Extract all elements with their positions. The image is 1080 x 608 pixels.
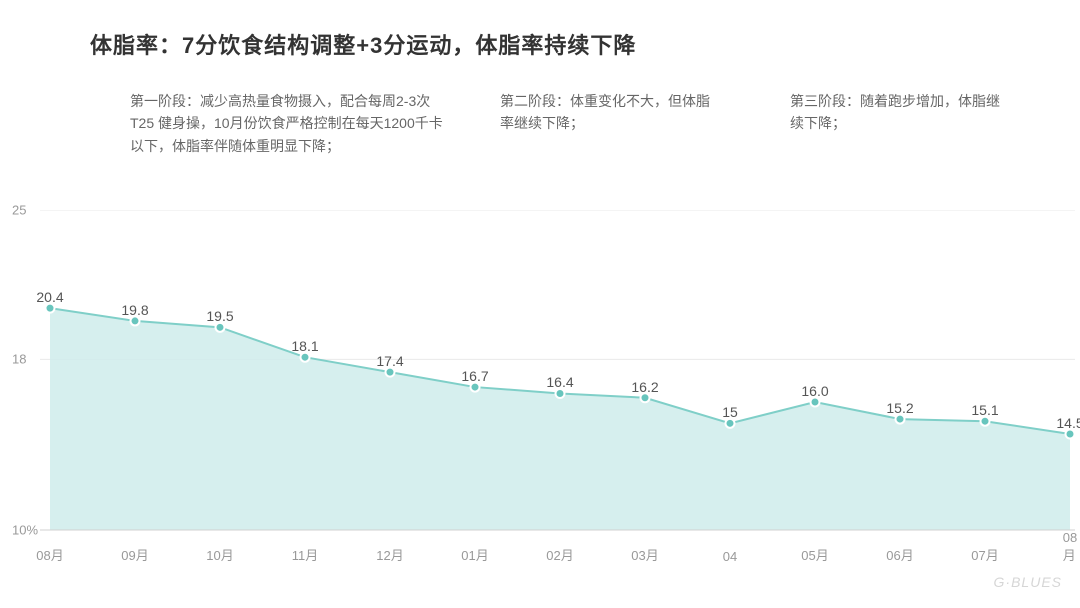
data-point-label: 16.0 — [801, 383, 828, 399]
y-axis-tick: 10% — [12, 523, 38, 538]
data-point-label: 18.1 — [291, 338, 318, 354]
x-axis-tick: 10月 — [206, 545, 233, 564]
x-axis-tick: 04 — [723, 549, 737, 564]
x-axis-tick: 09月 — [121, 545, 148, 564]
watermark-text: G·BLUES — [994, 574, 1062, 590]
bodyfat-chart: 251810%08月09月10月11月12月01月02月03月0405月06月0… — [0, 210, 1080, 570]
x-axis-tick: 06月 — [886, 545, 913, 564]
y-axis-tick: 25 — [12, 203, 26, 218]
annotation-stage-2: 第二阶段：体重变化不大，但体脂率继续下降； — [500, 90, 720, 135]
x-axis-tick: 12月 — [376, 545, 403, 564]
x-axis-tick: 07月 — [971, 545, 998, 564]
x-axis-tick: 02月 — [546, 545, 573, 564]
x-axis-tick: 08月 — [36, 545, 63, 564]
data-point-label: 15.2 — [886, 400, 913, 416]
data-point-label: 14.5 — [1056, 415, 1080, 431]
x-axis-tick: 05月 — [801, 545, 828, 564]
x-axis-tick: 11月 — [292, 545, 319, 564]
data-point-label: 15.1 — [971, 402, 998, 418]
annotation-stage-1: 第一阶段：减少高热量食物摄入，配合每周2-3次 T25 健身操，10月份饮食严格… — [130, 90, 450, 157]
data-point-label: 16.7 — [461, 368, 488, 384]
x-axis-tick: 03月 — [631, 545, 658, 564]
data-point-label: 17.4 — [376, 353, 403, 369]
data-point-label: 20.4 — [36, 289, 63, 305]
page-title: 体脂率：7分饮食结构调整+3分运动，体脂率持续下降 — [90, 28, 636, 60]
data-point-label: 15 — [722, 404, 738, 420]
x-axis-tick: 08月 — [1063, 530, 1077, 564]
data-point-label: 19.8 — [121, 302, 148, 318]
data-point-label: 16.2 — [631, 379, 658, 395]
data-point-label: 16.4 — [546, 374, 573, 390]
x-axis-tick: 01月 — [461, 545, 488, 564]
y-axis-tick: 18 — [12, 352, 26, 367]
annotation-stage-3: 第三阶段：随着跑步增加，体脂继续下降； — [790, 90, 1010, 135]
data-point-label: 19.5 — [206, 308, 233, 324]
